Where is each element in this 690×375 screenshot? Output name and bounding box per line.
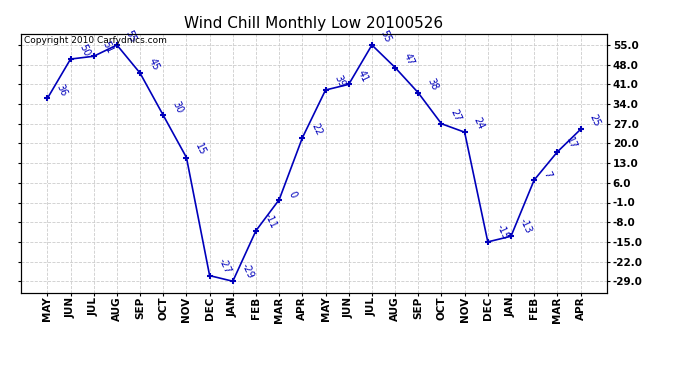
Text: 41: 41 [355,68,370,84]
Text: 27: 27 [448,107,463,123]
Text: 15: 15 [193,141,208,157]
Text: 51: 51 [101,40,115,56]
Text: 38: 38 [425,77,440,92]
Text: 55: 55 [124,28,138,44]
Text: Copyright 2010 Carfydnics.com: Copyright 2010 Carfydnics.com [23,36,166,45]
Text: -15: -15 [495,222,511,241]
Text: 22: 22 [309,122,324,137]
Text: -13: -13 [518,217,533,236]
Text: 45: 45 [147,57,161,72]
Title: Wind Chill Monthly Low 20100526: Wind Chill Monthly Low 20100526 [184,16,444,31]
Text: 17: 17 [564,136,579,151]
Text: 50: 50 [77,43,92,58]
Text: 24: 24 [471,116,486,131]
Text: 36: 36 [55,82,68,98]
Text: 55: 55 [379,28,393,44]
Text: 39: 39 [333,74,347,89]
Text: -29: -29 [239,262,255,280]
Text: -11: -11 [263,211,279,230]
Text: 47: 47 [402,51,416,67]
Text: 0: 0 [286,189,298,199]
Text: 30: 30 [170,99,184,114]
Text: 25: 25 [587,113,602,129]
Text: -27: -27 [217,256,233,275]
Text: 7: 7 [541,170,553,179]
